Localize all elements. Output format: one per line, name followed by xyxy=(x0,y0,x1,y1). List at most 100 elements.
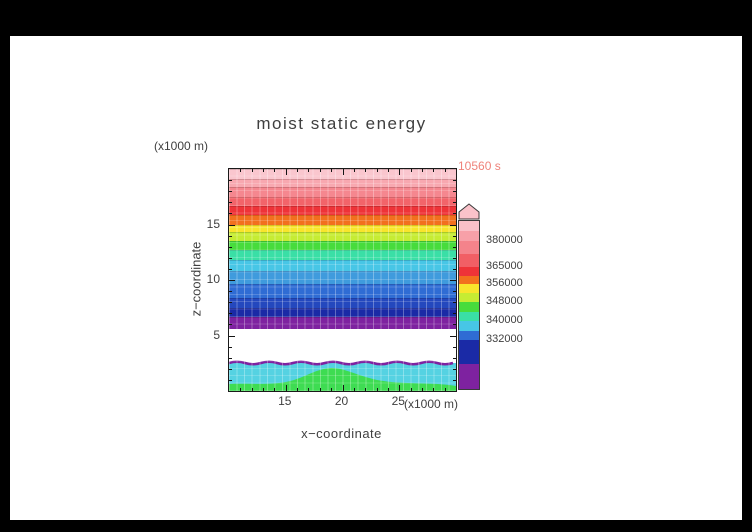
axis-tick xyxy=(388,169,389,172)
x-tick-label: 20 xyxy=(334,394,349,408)
inversion-line xyxy=(229,360,454,366)
contour-band xyxy=(229,241,456,250)
axis-tick xyxy=(286,385,287,391)
axis-tick xyxy=(229,336,235,337)
axis-tick xyxy=(411,169,412,172)
z-axis-unit-label: (x1000 m) xyxy=(154,139,209,153)
axis-tick xyxy=(229,324,232,325)
x-axis-unit-label: (x1000 m) xyxy=(404,397,459,411)
contour-band xyxy=(229,169,456,179)
axis-tick xyxy=(450,225,456,226)
axis-tick xyxy=(453,324,456,325)
colorbar-cell xyxy=(459,241,479,254)
axis-tick xyxy=(229,180,232,181)
colorbar-cell xyxy=(459,254,479,267)
colorbar-cell xyxy=(459,293,479,302)
colorbar-cells xyxy=(458,220,480,390)
contour-band xyxy=(229,225,456,232)
axis-tick xyxy=(445,388,446,391)
contour-band xyxy=(229,298,456,308)
axis-tick xyxy=(229,380,232,381)
contour-band xyxy=(229,308,456,317)
axis-tick xyxy=(308,169,309,172)
colorbar-tick-label: 340000 xyxy=(486,314,523,326)
axis-tick xyxy=(365,169,366,172)
axis-tick xyxy=(433,388,434,391)
axis-tick xyxy=(229,347,232,348)
grid-mesh-overlay xyxy=(229,169,456,391)
colorbar-cell xyxy=(459,321,479,331)
axis-tick xyxy=(320,169,321,172)
x-tick-label: 15 xyxy=(278,394,292,408)
axis-tick xyxy=(399,385,400,391)
contour-band xyxy=(229,271,456,284)
axis-tick xyxy=(354,388,355,391)
axis-tick xyxy=(453,247,456,248)
contour-band xyxy=(229,215,456,225)
axis-tick xyxy=(229,191,232,192)
axis-tick xyxy=(252,388,253,391)
contour-band xyxy=(229,179,456,187)
colorbar-tick-label: 332000 xyxy=(486,333,523,345)
axis-tick xyxy=(453,347,456,348)
axis-tick xyxy=(229,313,232,314)
axis-tick xyxy=(453,269,456,270)
colorbar-tick-label: 348000 xyxy=(486,295,523,307)
axis-tick xyxy=(320,388,321,391)
colorbar-tick-label: 365000 xyxy=(486,260,523,272)
axis-tick xyxy=(365,388,366,391)
colorbar-cell xyxy=(459,330,479,340)
contour-band xyxy=(229,187,456,197)
axis-tick xyxy=(453,236,456,237)
contour-band xyxy=(229,197,456,206)
colorbar-cell xyxy=(459,231,479,241)
axis-tick xyxy=(453,213,456,214)
axis-tick xyxy=(229,269,232,270)
axis-tick xyxy=(453,258,456,259)
z-tick-label: 10 xyxy=(206,272,220,286)
axis-tick xyxy=(240,169,241,172)
colorbar-tick-label: 356000 xyxy=(486,277,523,289)
axis-tick xyxy=(453,291,456,292)
axis-tick xyxy=(229,302,232,303)
axis-tick xyxy=(229,236,232,237)
axis-tick xyxy=(274,388,275,391)
axis-tick xyxy=(453,358,456,359)
axis-tick xyxy=(331,169,332,172)
axis-tick xyxy=(229,291,232,292)
axis-tick xyxy=(388,388,389,391)
axis-tick xyxy=(263,388,264,391)
axis-tick xyxy=(229,369,232,370)
axis-tick xyxy=(377,388,378,391)
contour-band xyxy=(229,260,456,271)
colorbar-cell xyxy=(459,364,479,389)
colorbar-cell xyxy=(459,275,479,284)
contour-band xyxy=(229,206,456,215)
colorbar-cell xyxy=(459,311,479,321)
axis-tick xyxy=(453,202,456,203)
axis-tick xyxy=(354,169,355,172)
plot-title: moist static energy xyxy=(256,114,427,133)
axis-tick xyxy=(453,180,456,181)
axis-tick xyxy=(445,169,446,172)
axis-tick xyxy=(263,169,264,172)
axis-tick xyxy=(343,169,344,175)
colorbar-arrow xyxy=(458,203,480,220)
axis-tick xyxy=(450,280,456,281)
axis-tick xyxy=(297,388,298,391)
axis-tick xyxy=(399,169,400,175)
axis-tick xyxy=(343,385,344,391)
axis-tick xyxy=(331,388,332,391)
axis-tick xyxy=(453,313,456,314)
axis-tick xyxy=(229,213,232,214)
time-annotation: 10560 s xyxy=(458,159,501,173)
colorbar-cell xyxy=(459,221,479,231)
axis-tick xyxy=(229,202,232,203)
axis-tick xyxy=(240,388,241,391)
contour-band xyxy=(229,232,456,241)
axis-tick xyxy=(422,169,423,172)
contour-band xyxy=(229,284,456,298)
colorbar-tick-label: 380000 xyxy=(486,234,523,246)
contour-band xyxy=(229,329,456,359)
